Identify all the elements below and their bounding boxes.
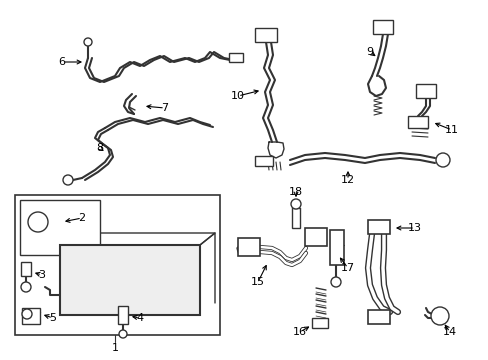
Bar xyxy=(118,306,128,324)
Text: 10: 10 xyxy=(230,91,244,101)
Text: 13: 13 xyxy=(407,223,421,233)
Circle shape xyxy=(84,38,92,46)
Bar xyxy=(311,318,327,328)
Bar xyxy=(372,20,392,34)
Circle shape xyxy=(21,282,31,292)
Circle shape xyxy=(22,309,32,319)
Bar xyxy=(415,84,435,98)
Text: 5: 5 xyxy=(49,313,57,323)
Bar xyxy=(367,310,389,324)
Text: 18: 18 xyxy=(288,187,303,197)
Bar xyxy=(329,230,343,265)
Bar xyxy=(254,28,276,42)
Bar xyxy=(15,195,220,335)
Circle shape xyxy=(330,277,340,287)
Text: 4: 4 xyxy=(136,313,143,323)
Bar xyxy=(21,262,31,276)
Text: 1: 1 xyxy=(111,343,118,353)
Circle shape xyxy=(63,175,73,185)
Bar xyxy=(305,228,326,246)
Text: 9: 9 xyxy=(366,47,373,57)
Bar xyxy=(291,208,299,228)
Bar xyxy=(407,116,427,128)
Text: 16: 16 xyxy=(292,327,306,337)
Text: 2: 2 xyxy=(78,213,85,223)
Circle shape xyxy=(430,307,448,325)
Text: 7: 7 xyxy=(161,103,168,113)
Bar xyxy=(228,53,243,62)
Bar xyxy=(60,245,200,315)
Bar xyxy=(22,308,40,324)
Text: 6: 6 xyxy=(59,57,65,67)
Text: 12: 12 xyxy=(340,175,354,185)
Circle shape xyxy=(290,199,301,209)
Bar xyxy=(254,156,272,166)
Text: 17: 17 xyxy=(340,263,354,273)
Bar xyxy=(20,200,100,255)
Text: 15: 15 xyxy=(250,277,264,287)
Text: 14: 14 xyxy=(442,327,456,337)
Text: 8: 8 xyxy=(96,143,103,153)
Circle shape xyxy=(435,153,449,167)
Circle shape xyxy=(119,330,127,338)
Text: 3: 3 xyxy=(39,270,45,280)
Bar xyxy=(238,238,260,256)
Bar xyxy=(367,220,389,234)
Text: 11: 11 xyxy=(444,125,458,135)
Circle shape xyxy=(28,212,48,232)
